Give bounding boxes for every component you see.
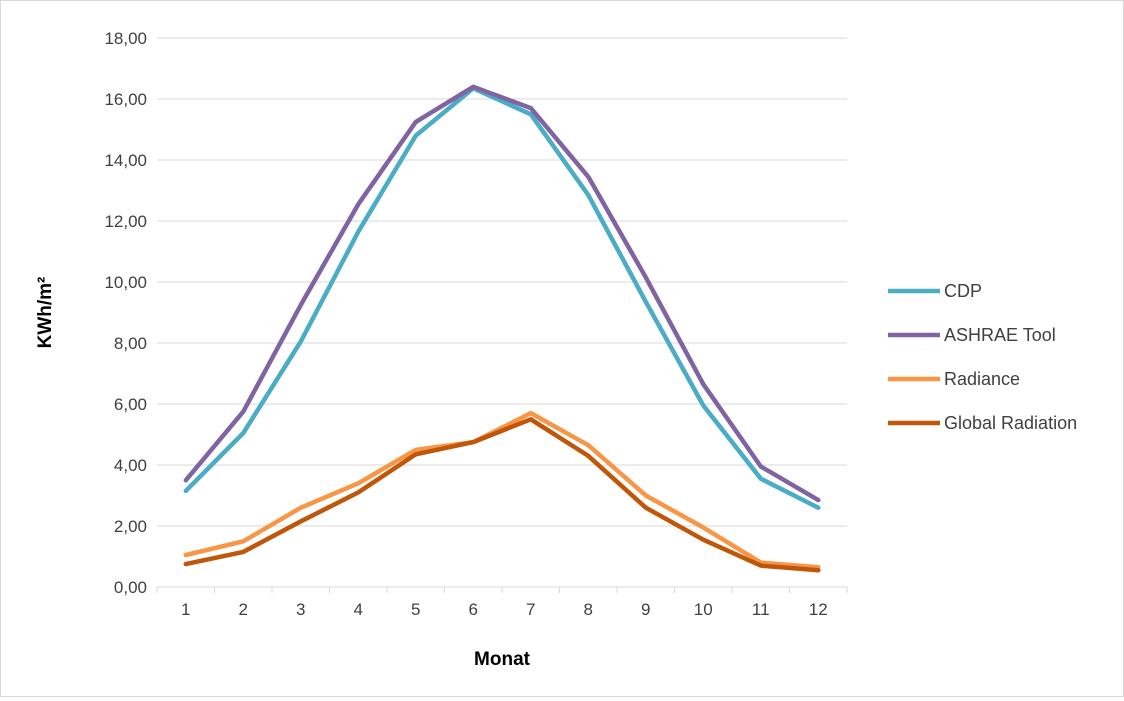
x-tick-label: 7 [526, 600, 535, 619]
y-tick-label: 14,00 [104, 151, 147, 170]
y-tick-label: 18,00 [104, 29, 147, 48]
y-axis-title: KWh/m² [35, 277, 56, 349]
x-tick-label: 9 [641, 600, 650, 619]
series-line-cdp [183, 86, 821, 510]
y-tick-label: 8,00 [114, 334, 147, 353]
series-lines [183, 84, 821, 573]
y-tick-label: 16,00 [104, 90, 147, 109]
tick-labels: 0,00 2,00 4,00 6,00 8,00 10,00 12,00 14,00 16,00… [104, 29, 827, 619]
x-tick-label: 12 [809, 600, 828, 619]
x-axis-title: Monat [474, 649, 531, 670]
legend-label: Radiance [944, 369, 1020, 389]
series-line-global-radiation [183, 417, 821, 573]
x-tick-label: 5 [411, 600, 420, 619]
series-line-ashrae-tool [183, 84, 821, 503]
legend-label: ASHRAE Tool [944, 325, 1056, 345]
legend: CDP ASHRAE Tool Radiance Global Radiation [888, 281, 1077, 433]
legend-label: Global Radiation [944, 413, 1077, 433]
axes [156, 586, 848, 593]
y-tick-label: 6,00 [114, 395, 147, 414]
series-line-radiance [183, 410, 821, 570]
y-tick-label: 0,00 [114, 578, 147, 597]
y-tick-label: 4,00 [114, 456, 147, 475]
x-tick-label: 3 [296, 600, 305, 619]
x-tick-label: 2 [239, 600, 248, 619]
y-tick-label: 10,00 [104, 273, 147, 292]
y-tick-label: 2,00 [114, 517, 147, 536]
y-tick-label: 12,00 [104, 212, 147, 231]
x-tick-label: 11 [752, 600, 770, 619]
legend-label: CDP [944, 281, 982, 301]
x-tick-label: 10 [694, 600, 713, 619]
x-tick-label: 4 [354, 600, 363, 619]
x-tick-label: 8 [584, 600, 593, 619]
x-tick-label: 6 [469, 600, 478, 619]
x-tick-label: 1 [181, 600, 190, 619]
gridlines [157, 37, 847, 527]
